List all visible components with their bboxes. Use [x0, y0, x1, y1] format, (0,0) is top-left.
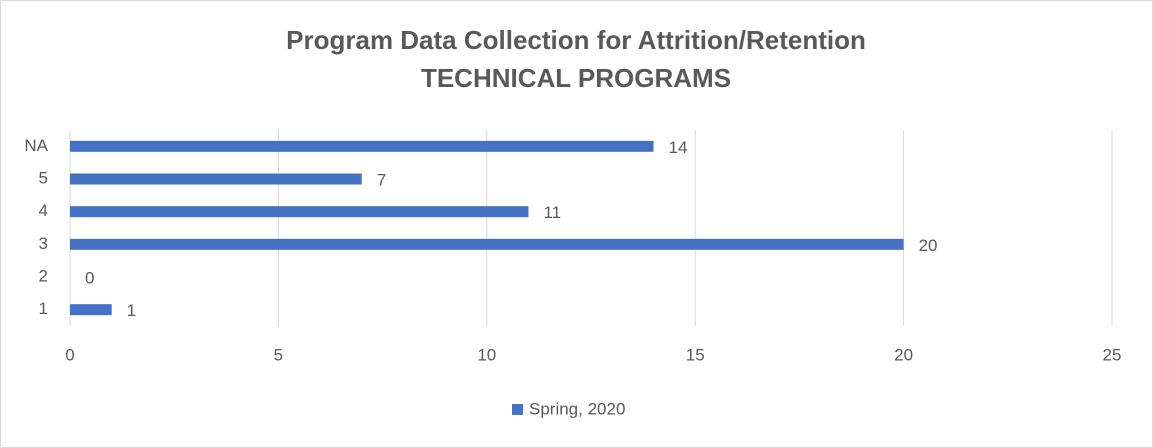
- data-label: 11: [543, 203, 561, 222]
- data-label: 20: [919, 236, 938, 255]
- data-label: 0: [85, 268, 94, 287]
- x-tick-label: 15: [686, 345, 705, 364]
- x-tick-label: 5: [274, 345, 283, 364]
- data-label: 14: [669, 138, 688, 157]
- chart-title: TECHNICAL PROGRAMS: [421, 63, 731, 93]
- data-label: 1: [127, 301, 136, 320]
- y-tick-label: 2: [39, 266, 48, 285]
- y-tick-label: NA: [24, 136, 48, 155]
- y-tick-label: 5: [39, 168, 48, 187]
- x-tick-label: 20: [894, 345, 913, 364]
- legend-swatch: [512, 404, 523, 415]
- legend-label: Spring, 2020: [529, 399, 625, 418]
- chart-title: Program Data Collection for Attrition/Re…: [286, 25, 866, 55]
- y-tick-label: 4: [39, 201, 48, 220]
- bar: [70, 140, 654, 152]
- x-tick-label: 25: [1103, 345, 1122, 364]
- bar: [70, 173, 362, 185]
- x-tick-label: 0: [65, 345, 74, 364]
- bar: [70, 238, 904, 250]
- bar: [70, 206, 529, 218]
- y-tick-label: 3: [39, 234, 48, 253]
- x-tick-label: 10: [477, 345, 496, 364]
- data-label: 7: [377, 170, 386, 189]
- bar: [70, 304, 112, 316]
- y-tick-label: 1: [39, 299, 48, 318]
